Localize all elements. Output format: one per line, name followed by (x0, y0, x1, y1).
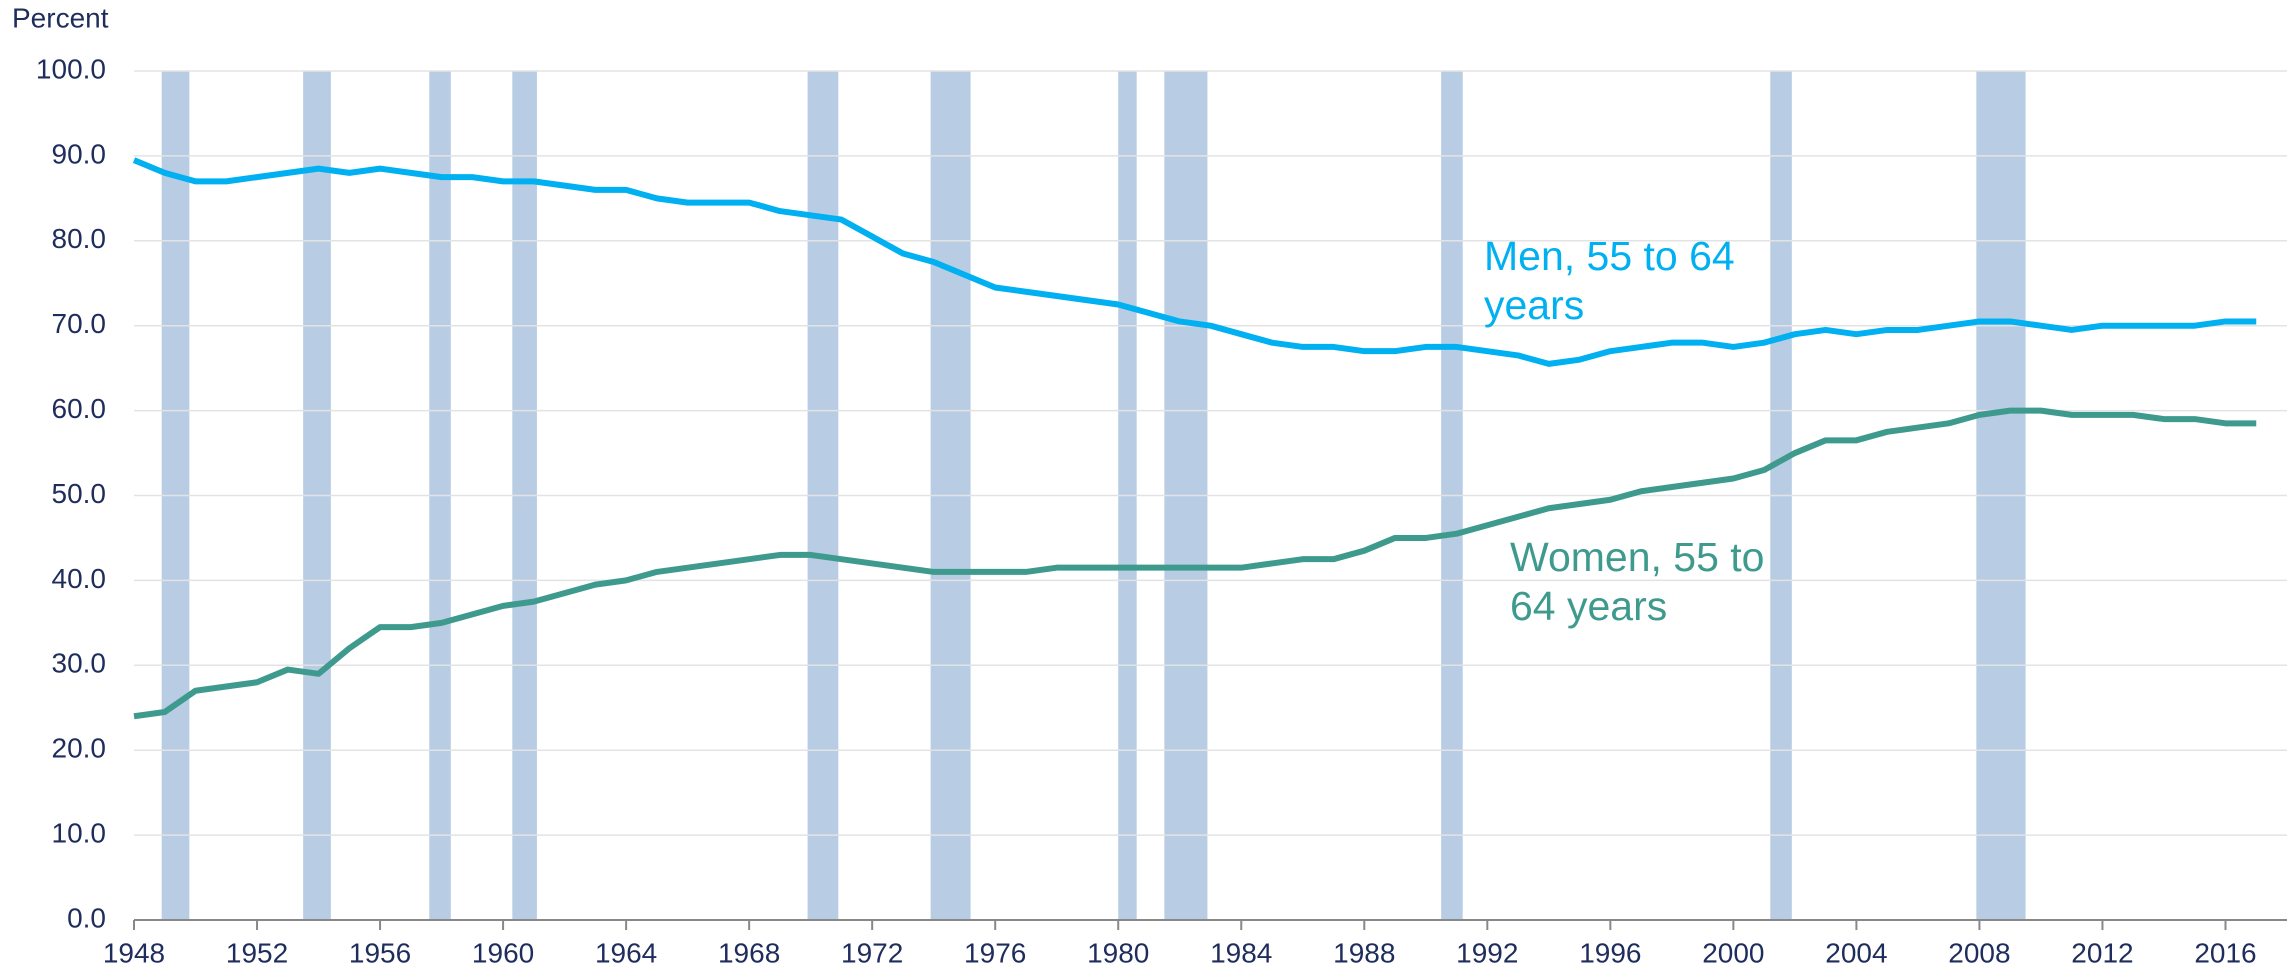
x-tick-label: 1952 (226, 937, 288, 968)
x-tick-label: 1984 (1210, 937, 1272, 968)
x-tick-label: 1976 (964, 937, 1026, 968)
x-tick-label: 1968 (718, 937, 780, 968)
x-tick-label: 1948 (103, 937, 165, 968)
x-tick-label: 1988 (1333, 937, 1395, 968)
y-tick-label: 70.0 (52, 308, 107, 339)
y-tick-label: 90.0 (52, 138, 107, 169)
y-tick-label: 60.0 (52, 393, 107, 424)
x-tick-label: 2000 (1702, 937, 1764, 968)
x-tick-label: 1992 (1456, 937, 1518, 968)
y-axis-label: Percent (12, 2, 109, 33)
series-annotation: Women, 55 to (1510, 534, 1765, 580)
y-tick-label: 20.0 (52, 733, 107, 764)
x-tick-label: 1980 (1087, 937, 1149, 968)
y-tick-label: 100.0 (36, 53, 106, 84)
y-tick-label: 0.0 (67, 902, 106, 933)
series-annotation: Men, 55 to 64 (1484, 233, 1735, 279)
y-tick-label: 50.0 (52, 478, 107, 509)
y-tick-label: 30.0 (52, 648, 107, 679)
x-tick-label: 1956 (349, 937, 411, 968)
y-tick-label: 10.0 (52, 817, 107, 848)
series-line (132, 157, 2257, 367)
x-tick-label: 1996 (1579, 937, 1641, 968)
series-line (133, 407, 2257, 720)
y-tick-label: 80.0 (52, 223, 107, 254)
x-tick-label: 2012 (2071, 937, 2133, 968)
x-tick-label: 1972 (841, 937, 903, 968)
y-tick-label: 40.0 (52, 563, 107, 594)
x-tick-label: 2016 (2194, 937, 2256, 968)
x-tick-label: 1964 (595, 937, 657, 968)
x-tick-label: 2008 (1948, 937, 2010, 968)
x-tick-label: 2004 (1825, 937, 1887, 968)
series-annotation: 64 years (1510, 583, 1667, 629)
series-annotation: years (1484, 282, 1584, 328)
x-tick-label: 1960 (472, 937, 534, 968)
